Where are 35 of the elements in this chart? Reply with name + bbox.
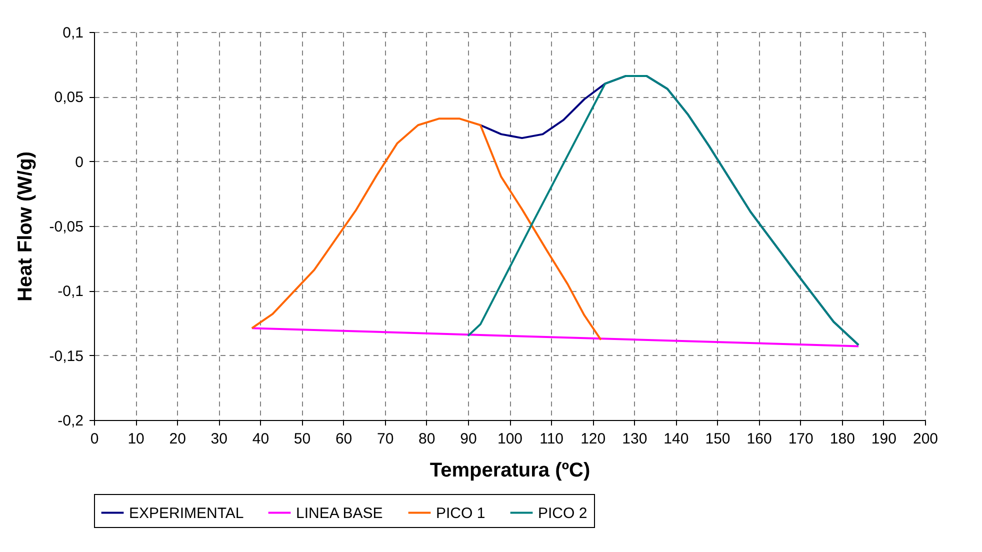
y-axis-title: Heat Flow (W/g) — [14, 152, 36, 302]
line-series — [250, 118, 602, 341]
x-tick-label: 20 — [169, 430, 186, 448]
y-tick-label: -0,05 — [49, 218, 84, 236]
x-tick-label: 150 — [705, 430, 730, 448]
legend-label: LINEA BASE — [296, 504, 383, 522]
x-tick-label: 10 — [128, 430, 144, 448]
y-tick-label: 0,05 — [54, 89, 84, 106]
x-tick-label: 140 — [664, 430, 689, 448]
x-tick-label: 90 — [460, 430, 477, 448]
legend-label: PICO 2 — [538, 504, 588, 522]
x-tick-label: 180 — [830, 430, 855, 448]
x-tick-label: 120 — [580, 430, 606, 448]
x-tick-label: 200 — [912, 430, 938, 448]
x-tick-label: 160 — [746, 430, 772, 448]
y-tick-label: -0,15 — [49, 348, 84, 365]
y-tick-label: 0 — [75, 154, 84, 171]
legend-label: EXPERIMENTAL — [129, 504, 244, 522]
x-tick-label: 80 — [418, 430, 436, 448]
x-tick-label: 50 — [294, 430, 311, 448]
x-tick-label: 130 — [622, 430, 648, 448]
x-axis-title: Temperatura (ºC) — [430, 460, 590, 482]
x-tick-label: 100 — [497, 430, 523, 448]
x-tick-label: 30 — [210, 430, 228, 448]
x-tick-label: 170 — [788, 430, 814, 448]
y-tick-label: 0,1 — [62, 24, 84, 42]
y-tick-label: -0,1 — [58, 283, 84, 300]
x-tick-label: 110 — [540, 430, 564, 448]
x-tick-label: 70 — [377, 430, 394, 448]
x-tick-label: 190 — [871, 430, 896, 448]
legend-label: PICO 1 — [436, 504, 486, 522]
x-tick-label: 0 — [90, 430, 99, 448]
x-tick-label: 60 — [335, 430, 352, 448]
y-tick-label: -0,2 — [58, 412, 84, 430]
x-tick-label: 40 — [252, 430, 270, 448]
